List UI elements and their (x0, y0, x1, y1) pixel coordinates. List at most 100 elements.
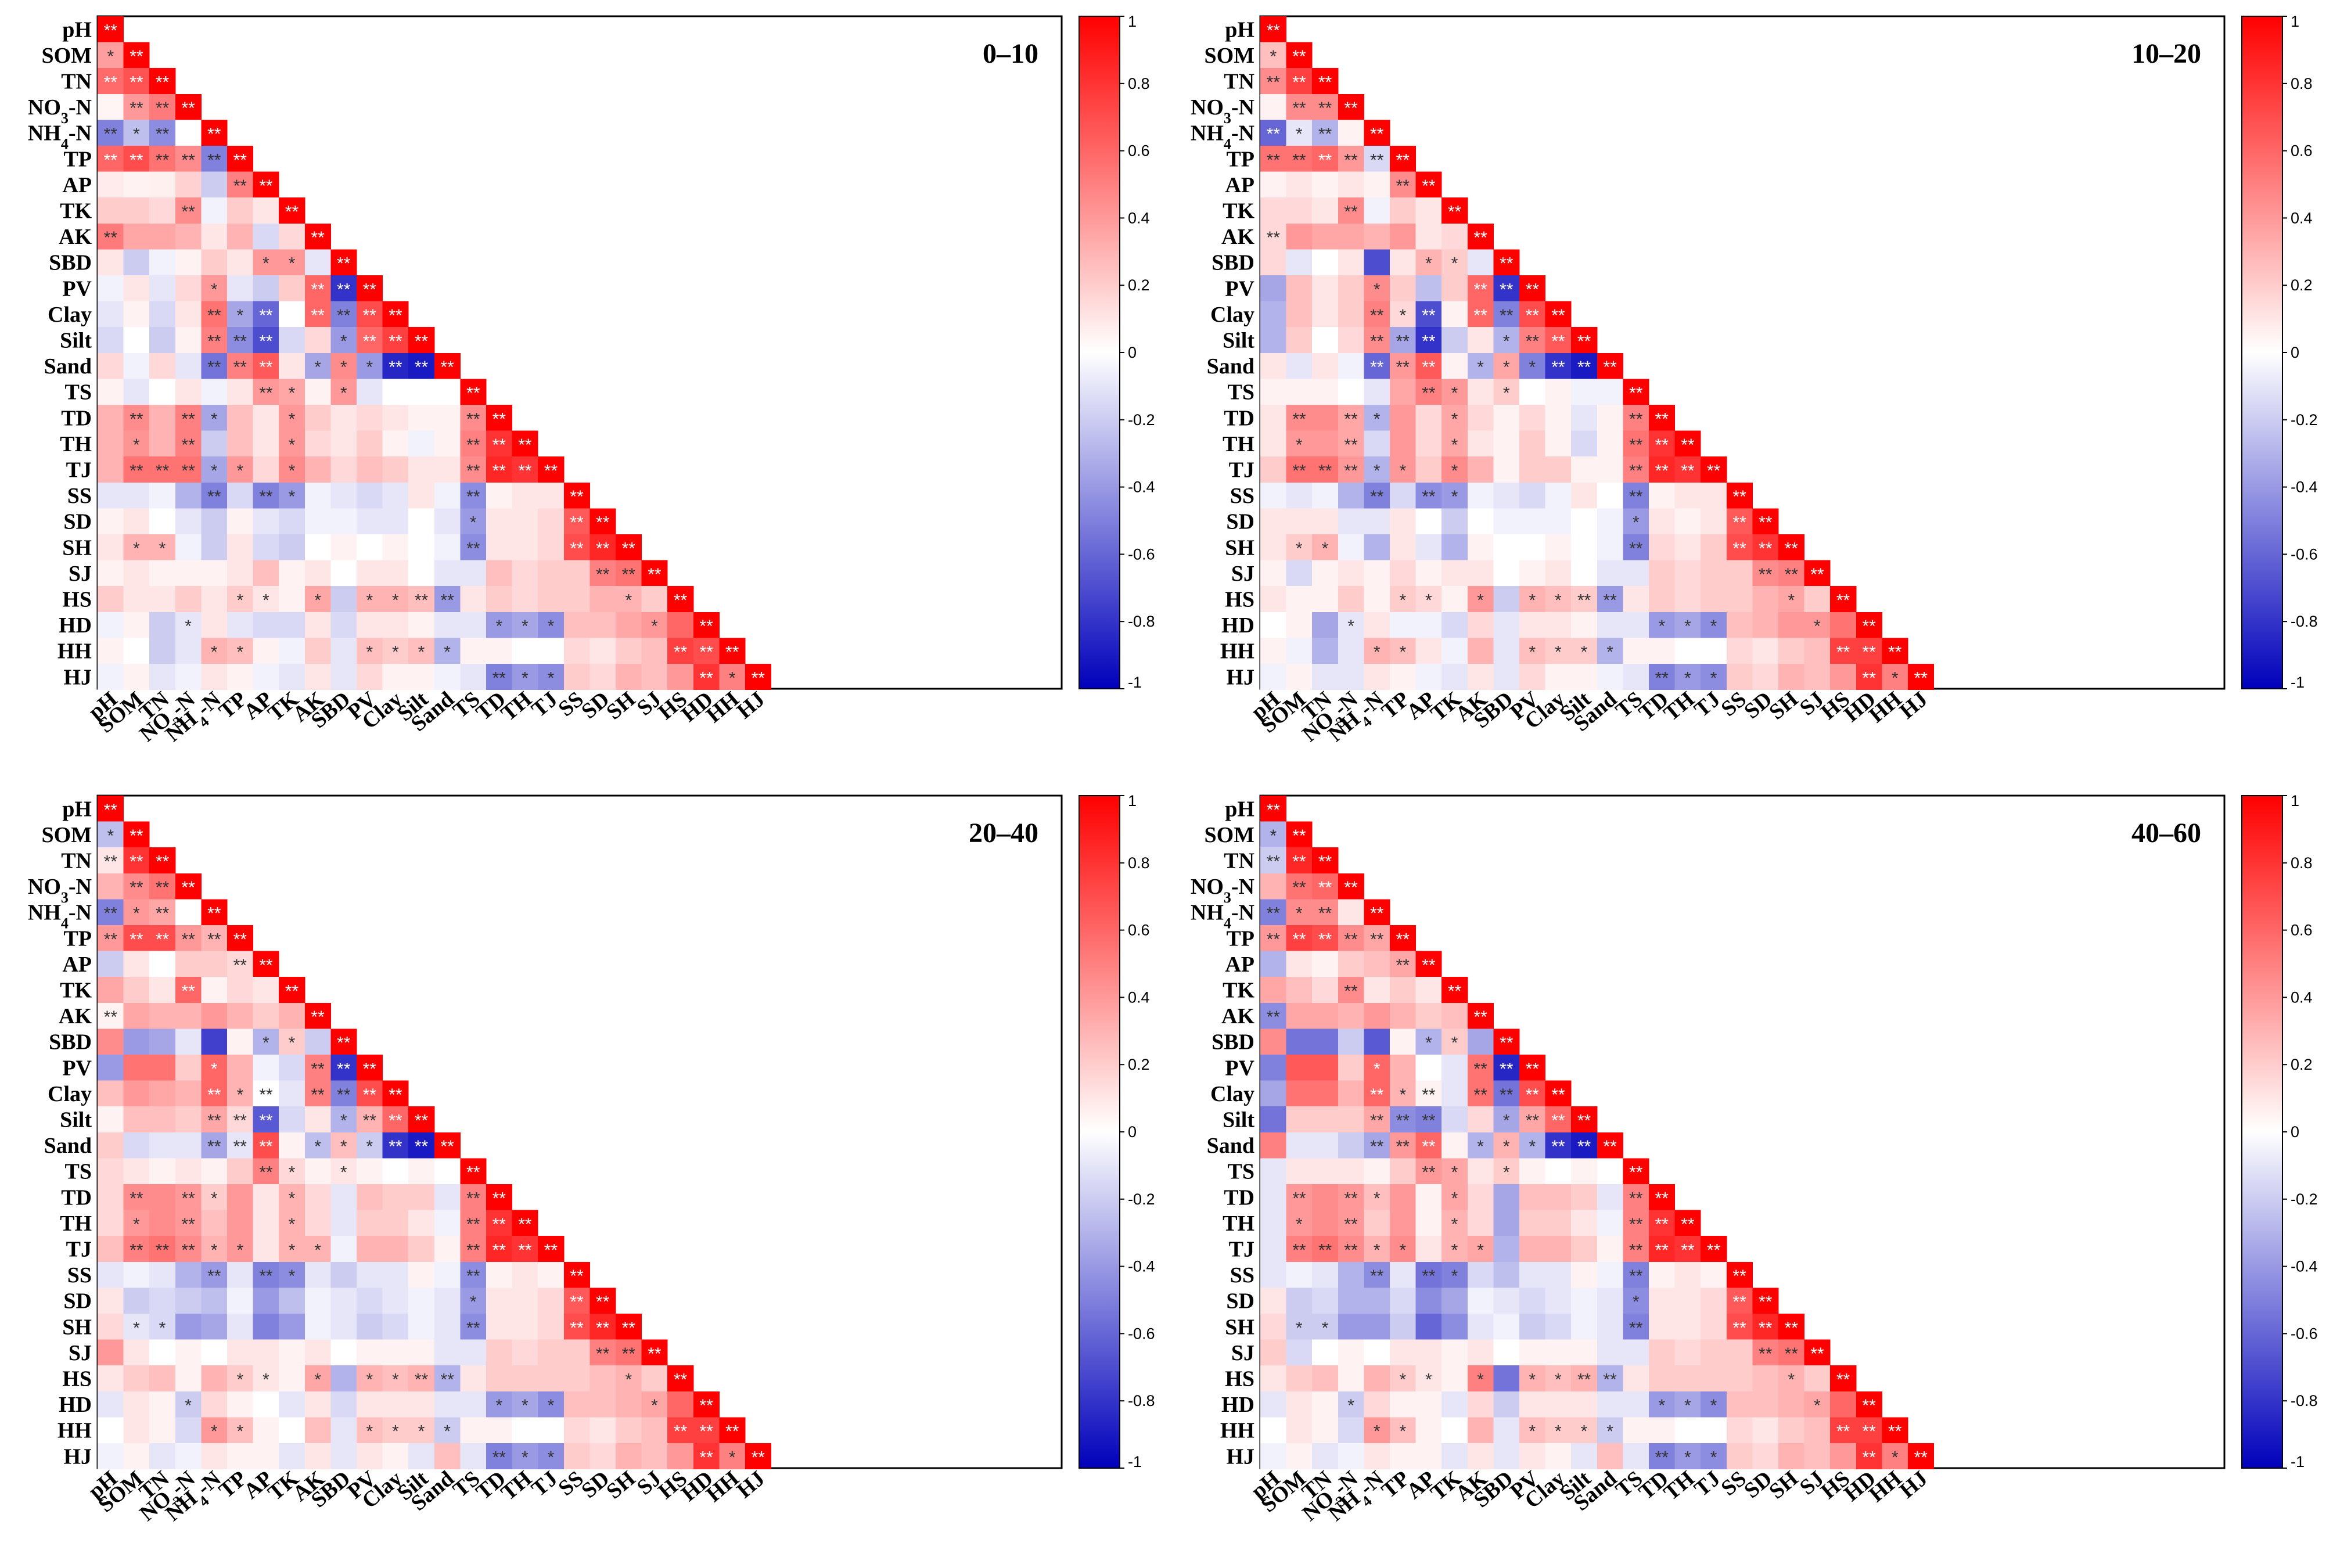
colorbar-tick-label: -1 (2291, 1453, 2305, 1470)
heatmap-cell (227, 275, 254, 302)
heatmap-cell (175, 223, 202, 250)
heatmap-cell (330, 482, 357, 509)
heatmap-cell (253, 508, 279, 535)
row-label: HH (57, 1419, 92, 1443)
heatmap-cell (227, 1417, 254, 1444)
heatmap-cell (538, 534, 565, 561)
heatmap-cell (175, 482, 202, 509)
heatmap-cell (1260, 925, 1287, 952)
heatmap-cell (98, 1158, 124, 1185)
heatmap-cell (1286, 171, 1313, 198)
heatmap-cell (1390, 560, 1417, 587)
heatmap-cell (1519, 1288, 1546, 1314)
heatmap-cell (1649, 405, 1676, 431)
heatmap-cell (357, 1106, 383, 1133)
heatmap-cell (123, 1288, 150, 1314)
colorbar (1079, 16, 1120, 689)
heatmap-cell (253, 1391, 279, 1418)
significance-mark: * (1451, 409, 1458, 429)
heatmap-cell (1441, 586, 1468, 613)
heatmap-cell (227, 1365, 254, 1392)
significance-mark: * (314, 358, 321, 377)
heatmap-cell (693, 664, 720, 691)
row-label: SBD (1212, 1030, 1254, 1055)
significance-mark: ** (466, 1241, 480, 1260)
heatmap-cell (1467, 1236, 1494, 1263)
heatmap-cell (149, 249, 176, 276)
heatmap-cell (693, 1443, 720, 1470)
significance-mark: ** (1473, 1059, 1487, 1078)
row-label: SOM (1204, 823, 1254, 847)
heatmap-cell (149, 1028, 176, 1055)
heatmap-cell (175, 197, 202, 224)
heatmap-cell (1493, 1028, 1520, 1055)
heatmap-cell (1441, 1314, 1468, 1340)
row-label: NH4-N (1191, 121, 1254, 153)
column-label: NH4-N (1324, 687, 1393, 752)
heatmap-cell (1726, 1261, 1753, 1288)
heatmap-cell (1545, 482, 1572, 509)
significance-mark: ** (1422, 1163, 1436, 1182)
heatmap-cell (98, 1028, 124, 1055)
significance-mark: ** (544, 1241, 558, 1260)
heatmap-cell (460, 1391, 487, 1418)
significance-mark: * (340, 1137, 347, 1156)
heatmap-cell (330, 1028, 357, 1055)
significance-mark: * (1503, 1112, 1510, 1131)
significance-mark: ** (1344, 1241, 1358, 1260)
heatmap-cell (693, 638, 720, 664)
significance-mark: ** (493, 668, 506, 688)
heatmap-cell (175, 146, 202, 172)
heatmap-cell (1286, 1314, 1313, 1340)
heatmap-cell (1415, 664, 1442, 691)
heatmap-cell (589, 612, 616, 638)
heatmap-cell (201, 1132, 228, 1159)
significance-mark: * (1529, 1137, 1536, 1156)
heatmap-cell (667, 1417, 694, 1444)
significance-mark: * (1555, 1371, 1562, 1390)
heatmap-cell (1415, 1314, 1442, 1340)
significance-mark: ** (181, 1215, 195, 1234)
heatmap-cell (1752, 1443, 1779, 1470)
heatmap-cell (512, 1443, 538, 1470)
heatmap-cell (1260, 93, 1287, 120)
heatmap-cell (149, 977, 176, 1004)
heatmap-cell (253, 1443, 279, 1470)
heatmap-cell (434, 1391, 461, 1418)
heatmap-cell (1338, 560, 1364, 587)
significance-mark: ** (1655, 1215, 1669, 1234)
heatmap-cell (149, 899, 176, 926)
significance-mark: ** (415, 332, 429, 351)
significance-mark: ** (415, 1112, 429, 1131)
heatmap-cell (1441, 638, 1468, 664)
heatmap-cell (1441, 508, 1468, 535)
significance-mark: * (1788, 591, 1795, 610)
heatmap-cell (98, 379, 124, 405)
heatmap-cell (1390, 664, 1417, 691)
row-label: Sand (44, 1134, 92, 1158)
heatmap-cell (1364, 379, 1390, 405)
heatmap-cell (201, 482, 228, 509)
heatmap-cell (1312, 197, 1339, 224)
heatmap-cell (149, 171, 176, 198)
significance-mark: * (1399, 1085, 1406, 1105)
row-label: PV (1225, 276, 1254, 301)
colorbar-tick-label: -1 (1128, 1453, 1142, 1470)
heatmap-cell (279, 508, 305, 535)
heatmap-cell (1286, 1080, 1313, 1107)
heatmap-cell (1260, 977, 1287, 1004)
row-label: HD (59, 1393, 92, 1417)
heatmap-cell (512, 508, 538, 535)
heatmap-cell (460, 482, 487, 509)
significance-mark: * (366, 1422, 373, 1441)
heatmap-cell (1571, 1365, 1598, 1392)
significance-mark: ** (156, 853, 170, 872)
heatmap-cell (1441, 977, 1468, 1004)
heatmap-cell (1752, 1288, 1779, 1314)
heatmap-cell (538, 508, 565, 535)
significance-mark: * (522, 668, 529, 688)
significance-mark: ** (493, 462, 506, 481)
significance-mark: ** (1707, 462, 1721, 481)
heatmap-cell (227, 353, 254, 379)
significance-mark: ** (1370, 306, 1384, 325)
